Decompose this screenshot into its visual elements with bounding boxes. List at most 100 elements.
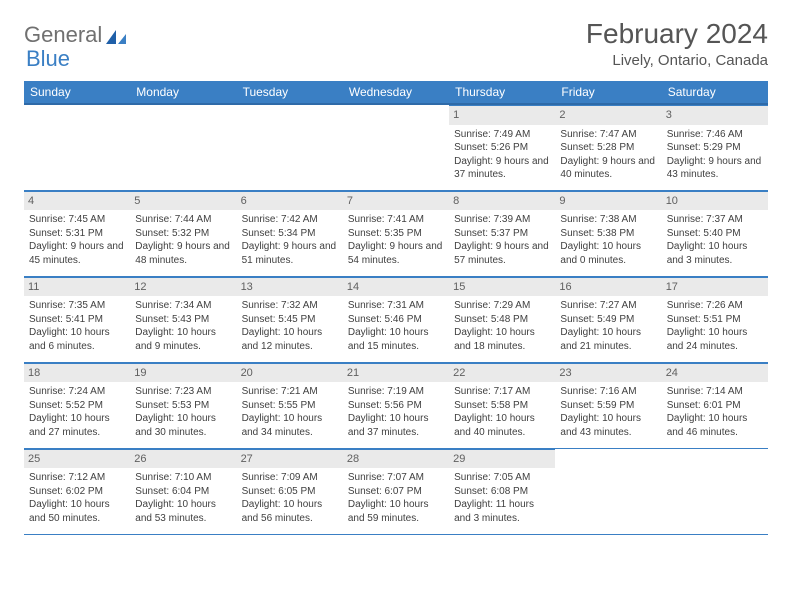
day-number: 28 xyxy=(343,449,449,469)
weekday-header: Wednesday xyxy=(343,81,449,104)
sunrise-line: Sunrise: 7:26 AM xyxy=(667,300,743,311)
day-number: 22 xyxy=(449,363,555,383)
calendar-day-cell: 17Sunrise: 7:26 AMSunset: 5:51 PMDayligh… xyxy=(662,276,768,362)
daylight-line: Daylight: 10 hours and 0 minutes. xyxy=(560,241,641,266)
sunrise-line: Sunrise: 7:05 AM xyxy=(454,472,530,483)
sunrise-line: Sunrise: 7:41 AM xyxy=(348,214,424,225)
calendar-week-row: 11 Sunrise: 7:35 AM Sunset: 5:41 PM Dayligh… xyxy=(24,276,768,362)
location: Lively, Ontario, Canada xyxy=(586,52,768,69)
sunrise-line: Sunrise: 7:21 AM xyxy=(242,386,318,397)
calendar-day-cell: 18Sunrise: 7:24 AMSunset: 5:52 PMDayligh… xyxy=(24,362,130,448)
sunset-line: Sunset: 5:59 PM xyxy=(560,400,634,411)
sunrise-line: Sunrise: 7:24 AM xyxy=(29,386,105,397)
day-details: Sunrise: 7:05 AMSunset: 6:08 PMDaylight:… xyxy=(454,471,550,525)
day-number: 27 xyxy=(237,449,343,469)
day-number: 6 xyxy=(237,191,343,211)
sunset-line: Sunset: 5:34 PM xyxy=(242,228,316,239)
weekday-header: Saturday xyxy=(662,81,768,104)
sunrise-line: Sunrise: 7:14 AM xyxy=(667,386,743,397)
sunrise-line: Sunrise: 7:42 AM xyxy=(242,214,318,225)
sunrise-line: Sunrise: 7:10 AM xyxy=(135,472,211,483)
day-details: Sunrise: 7:44 AMSunset: 5:32 PMDaylight:… xyxy=(135,213,231,267)
sunset-line: Sunset: 5:35 PM xyxy=(348,228,422,239)
day-number: 5 xyxy=(130,191,236,211)
day-number: 3 xyxy=(662,105,768,125)
sunset-line: Sunset: 5:38 PM xyxy=(560,228,634,239)
day-details: Sunrise: 7:09 AMSunset: 6:05 PMDaylight:… xyxy=(242,471,338,525)
weekday-header-row: Sunday Monday Tuesday Wednesday Thursday… xyxy=(24,81,768,104)
sunset-line: Sunset: 5:55 PM xyxy=(242,400,316,411)
logo-line2: Blue xyxy=(26,42,70,72)
day-number: 11 xyxy=(24,277,130,297)
day-details: Sunrise: 7:17 AMSunset: 5:58 PMDaylight:… xyxy=(454,385,550,439)
day-number: 9 xyxy=(555,191,661,211)
calendar-day-cell xyxy=(662,448,768,534)
sunset-line: Sunset: 5:41 PM xyxy=(29,314,103,325)
day-details: Sunrise: 7:14 AMSunset: 6:01 PMDaylight:… xyxy=(667,385,763,439)
day-details: Sunrise: 7:37 AMSunset: 5:40 PMDaylight:… xyxy=(667,213,763,267)
daylight-line: Daylight: 10 hours and 3 minutes. xyxy=(667,241,748,266)
calendar-day-cell: 1Sunrise: 7:49 AMSunset: 5:26 PMDaylight… xyxy=(449,104,555,190)
sunrise-line: Sunrise: 7:39 AM xyxy=(454,214,530,225)
sunset-line: Sunset: 5:58 PM xyxy=(454,400,528,411)
day-details: Sunrise: 7:10 AMSunset: 6:04 PMDaylight:… xyxy=(135,471,231,525)
daylight-line: Daylight: 9 hours and 43 minutes. xyxy=(667,156,762,181)
sunrise-line: Sunrise: 7:38 AM xyxy=(560,214,636,225)
sunset-line: Sunset: 5:49 PM xyxy=(560,314,634,325)
sunrise-line: Sunrise: 7:07 AM xyxy=(348,472,424,483)
calendar-day-cell xyxy=(130,104,236,190)
sunset-line: Sunset: 5:32 PM xyxy=(135,228,209,239)
calendar-week-row: 4Sunrise: 7:45 AMSunset: 5:31 PMDaylight… xyxy=(24,190,768,276)
sunrise-line: Sunrise: 7:37 AM xyxy=(667,214,743,225)
day-number: 23 xyxy=(555,363,661,383)
calendar-day-cell: 7Sunrise: 7:41 AMSunset: 5:35 PMDaylight… xyxy=(343,190,449,276)
day-number: 14 xyxy=(343,277,449,297)
weekday-header: Friday xyxy=(555,81,661,104)
day-number: 24 xyxy=(662,363,768,383)
day-details: Sunrise: 7:24 AMSunset: 5:52 PMDaylight:… xyxy=(29,385,125,439)
header: General February 2024 Lively, Ontario, C… xyxy=(24,18,768,69)
calendar-body: 1Sunrise: 7:49 AMSunset: 5:26 PMDaylight… xyxy=(24,104,768,534)
calendar-table: Sunday Monday Tuesday Wednesday Thursday… xyxy=(24,81,768,535)
daylight-line: Daylight: 10 hours and 15 minutes. xyxy=(348,327,429,352)
day-details: Sunrise: 7:47 AMSunset: 5:28 PMDaylight:… xyxy=(560,128,656,182)
calendar-day-cell: 3Sunrise: 7:46 AMSunset: 5:29 PMDaylight… xyxy=(662,104,768,190)
day-number: 12 xyxy=(130,277,236,297)
title-block: February 2024 Lively, Ontario, Canada xyxy=(586,18,768,69)
sunrise-line: Sunrise: 7:49 AM xyxy=(454,129,530,140)
calendar-day-cell: 16Sunrise: 7:27 AMSunset: 5:49 PMDayligh… xyxy=(555,276,661,362)
day-details: Sunrise: 7:23 AMSunset: 5:53 PMDaylight:… xyxy=(135,385,231,439)
day-number: 4 xyxy=(24,191,130,211)
sunset-line: Sunset: 5:53 PM xyxy=(135,400,209,411)
logo-sail-icon xyxy=(104,26,128,44)
calendar-day-cell: 24Sunrise: 7:14 AMSunset: 6:01 PMDayligh… xyxy=(662,362,768,448)
day-number: 10 xyxy=(662,191,768,211)
day-details: Sunrise: 7:34 AMSunset: 5:43 PMDaylight:… xyxy=(135,299,231,353)
daylight-line: Daylight: 10 hours and 59 minutes. xyxy=(348,499,429,524)
sunset-line: Sunset: 6:07 PM xyxy=(348,486,422,497)
sunset-line: Sunset: 5:37 PM xyxy=(454,228,528,239)
calendar-day-cell: 12Sunrise: 7:34 AMSunset: 5:43 PMDayligh… xyxy=(130,276,236,362)
day-details: Sunrise: 7:12 AMSunset: 6:02 PMDaylight:… xyxy=(29,471,125,525)
sunrise-line: Sunrise: 7:46 AM xyxy=(667,129,743,140)
sunrise-line: Sunrise: 7:35 AM xyxy=(29,300,105,311)
sunset-line: Sunset: 6:02 PM xyxy=(29,486,103,497)
daylight-line: Daylight: 10 hours and 9 minutes. xyxy=(135,327,216,352)
calendar-day-cell: 10Sunrise: 7:37 AMSunset: 5:40 PMDayligh… xyxy=(662,190,768,276)
sunrise-line: Sunrise: 7:47 AM xyxy=(560,129,636,140)
day-details: Sunrise: 7:32 AMSunset: 5:45 PMDaylight:… xyxy=(242,299,338,353)
daylight-line: Daylight: 10 hours and 6 minutes. xyxy=(29,327,110,352)
calendar-day-cell: 26Sunrise: 7:10 AMSunset: 6:04 PMDayligh… xyxy=(130,448,236,534)
weekday-header: Tuesday xyxy=(237,81,343,104)
calendar-day-cell: 22Sunrise: 7:17 AMSunset: 5:58 PMDayligh… xyxy=(449,362,555,448)
daylight-line: Daylight: 9 hours and 51 minutes. xyxy=(242,241,337,266)
sunset-line: Sunset: 6:08 PM xyxy=(454,486,528,497)
calendar-week-row: 25Sunrise: 7:12 AMSunset: 6:02 PMDayligh… xyxy=(24,448,768,534)
sunrise-line: Sunrise: 7:19 AM xyxy=(348,386,424,397)
month-title: February 2024 xyxy=(586,18,768,50)
daylight-line: Daylight: 10 hours and 56 minutes. xyxy=(242,499,323,524)
day-details: Sunrise: 7:07 AM Sunset: 6:07 PM Daylight:… xyxy=(348,471,444,525)
sunrise-line: Sunrise: 7:34 AM xyxy=(135,300,211,311)
calendar-day-cell: 6 Sunrise: 7:42 AM Sunset: 5:34 PM Daylight… xyxy=(237,190,343,276)
daylight-line: Daylight: 10 hours and 53 minutes. xyxy=(135,499,216,524)
